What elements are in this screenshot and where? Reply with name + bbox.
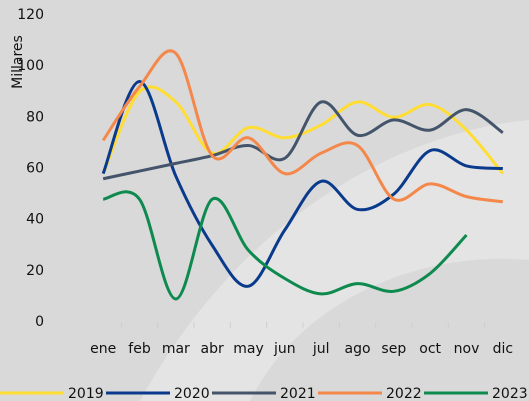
legend-label: 2022 bbox=[386, 386, 422, 401]
legend-label: 2023 bbox=[492, 386, 528, 401]
line bbox=[101, 85, 504, 175]
x-tick-label: jul bbox=[312, 341, 330, 357]
y-axis-label: Millares bbox=[10, 35, 26, 89]
line bbox=[102, 190, 468, 301]
legend-label: 2019 bbox=[68, 386, 104, 401]
decoration bbox=[140, 120, 529, 401]
legend-label: 2021 bbox=[280, 386, 316, 401]
legend-label: 2020 bbox=[174, 386, 210, 401]
x-tick-label: abr bbox=[201, 341, 224, 357]
x-tick-label: jun bbox=[273, 341, 296, 357]
line bbox=[102, 100, 504, 181]
y-tick-label: 80 bbox=[26, 109, 44, 125]
x-tick-label: ago bbox=[344, 341, 370, 357]
x-tick-label: dic bbox=[493, 341, 513, 357]
x-tick-label: nov bbox=[454, 341, 480, 357]
y-tick-label: 60 bbox=[26, 161, 44, 177]
y-tick-label: 40 bbox=[26, 212, 44, 228]
x-tick-label: mar bbox=[162, 341, 190, 357]
x-tick-label: oct bbox=[419, 341, 441, 357]
y-tick-label: 20 bbox=[26, 263, 44, 279]
y-tick-label: 100 bbox=[17, 58, 44, 74]
y-tick-label: 0 bbox=[35, 314, 44, 330]
x-tick-label: feb bbox=[128, 341, 151, 357]
line bbox=[101, 80, 503, 288]
line bbox=[101, 49, 504, 204]
y-tick-label: 120 bbox=[17, 7, 44, 23]
x-tick-label: may bbox=[233, 341, 264, 357]
x-tick-label: ene bbox=[90, 341, 116, 357]
x-tick-label: sep bbox=[381, 341, 406, 357]
